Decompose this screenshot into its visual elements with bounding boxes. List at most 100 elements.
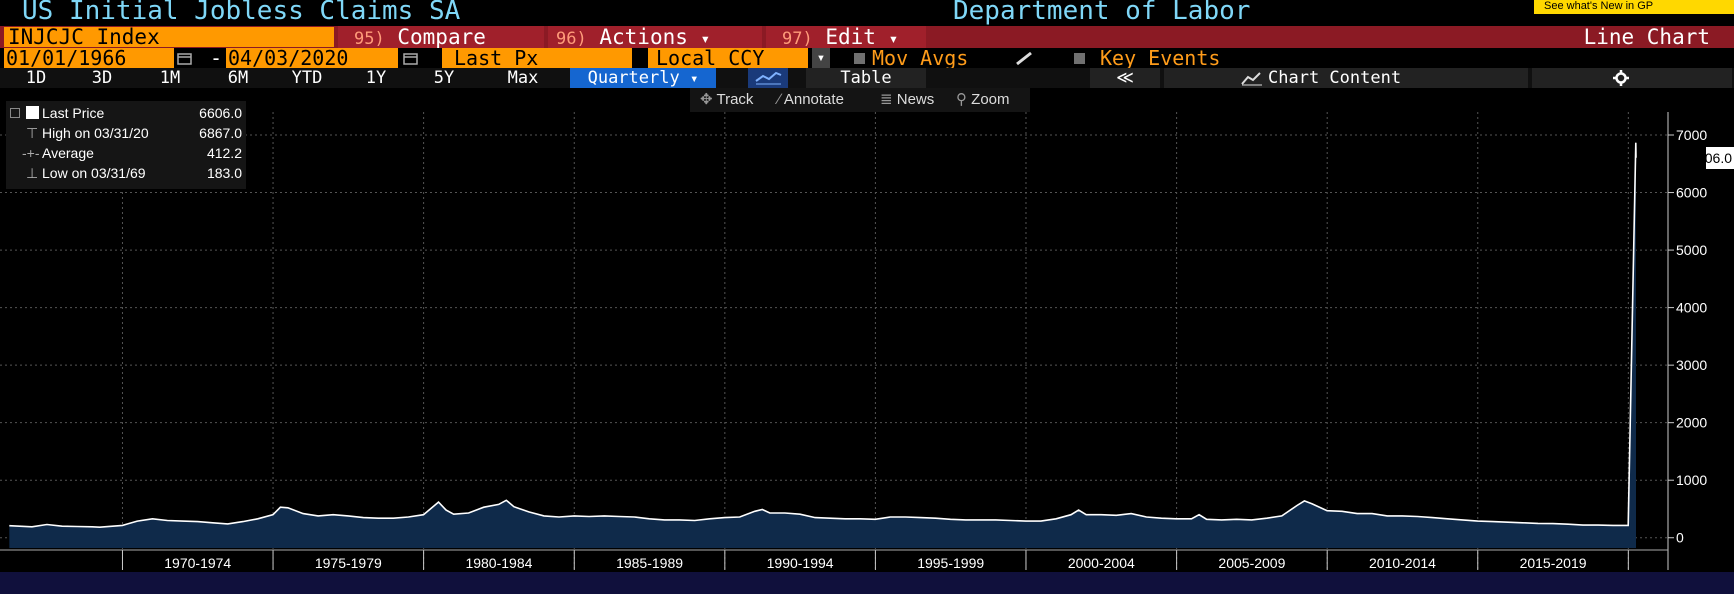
legend-low-label: Low on 03/31/69 bbox=[42, 165, 146, 181]
legend-last-price[interactable]: Last Price 6606.0 bbox=[6, 103, 242, 123]
period-max[interactable]: Max bbox=[507, 68, 539, 88]
security-title: US Initial Jobless Claims SA bbox=[22, 0, 461, 26]
key-events-checkbox[interactable] bbox=[1074, 53, 1085, 64]
gear-icon bbox=[1612, 69, 1630, 87]
x-tick-label: 2010-2014 bbox=[1369, 555, 1436, 571]
start-date-field[interactable]: 01/01/1966 bbox=[4, 48, 174, 68]
period-1m[interactable]: 1M bbox=[159, 68, 181, 88]
legend-high: ⊤ High on 03/31/20 6867.0 bbox=[6, 123, 242, 143]
currency-select[interactable]: Local CCY bbox=[648, 48, 808, 68]
actions-num: 96) bbox=[556, 29, 587, 49]
chart-content-label: Chart Content bbox=[1268, 68, 1402, 88]
x-tick-label: 2015-2019 bbox=[1520, 555, 1587, 571]
average-marker-icon: -+- bbox=[22, 145, 40, 161]
y-tick-label: 3000 bbox=[1676, 357, 1707, 373]
y-tick-label: 2000 bbox=[1676, 415, 1707, 431]
y-tick-label: 0 bbox=[1676, 530, 1684, 546]
chart-content-icon bbox=[1240, 70, 1264, 86]
legend-collapse-icon[interactable] bbox=[10, 108, 20, 118]
period-5y[interactable]: 5Y bbox=[433, 68, 455, 88]
pencil-icon[interactable] bbox=[1014, 50, 1034, 66]
x-tick-label: 1985-1989 bbox=[616, 555, 683, 571]
edit-num: 97) bbox=[782, 29, 813, 49]
news-label: News bbox=[896, 91, 935, 108]
period-bar: 1D 3D 1M 6M YTD 1Y 5Y Max Quarterly ▾ Ta… bbox=[0, 68, 1734, 88]
annotate-icon: ∕ bbox=[778, 91, 781, 108]
settings-bar: 01/01/1966 - 04/03/2020 Last Px Local CC… bbox=[0, 48, 1734, 68]
price-field-select[interactable]: Last Px bbox=[442, 48, 632, 68]
mov-avgs-label[interactable]: Mov Avgs bbox=[872, 46, 969, 70]
last-value-tag: 6606.0 bbox=[1689, 146, 1734, 169]
frequency-label: Quarterly bbox=[587, 68, 680, 88]
actions-chevron-icon: ▾ bbox=[700, 29, 711, 48]
actions-label: Actions bbox=[599, 25, 688, 49]
frequency-select[interactable]: Quarterly ▾ bbox=[570, 68, 716, 88]
line-chart[interactable]: 0 1000 2000 3000 4000 5000 6000 7000 1970-1974 1… bbox=[0, 90, 1734, 572]
y-tick-label: 1000 bbox=[1676, 472, 1707, 488]
edit-label: Edit bbox=[825, 25, 876, 49]
x-tick-label: 1995-1999 bbox=[917, 555, 984, 571]
title-bar: US Initial Jobless Claims SA Department … bbox=[0, 0, 1734, 30]
compare-label: Compare bbox=[397, 25, 486, 49]
compare-button[interactable]: 95) Compare bbox=[338, 25, 544, 49]
annotate-tool[interactable]: ∕ Annotate bbox=[778, 88, 844, 112]
edit-chevron-icon: ▾ bbox=[888, 29, 899, 48]
low-marker-icon: ⊥ bbox=[26, 165, 39, 181]
start-calendar-icon[interactable] bbox=[176, 51, 194, 65]
zoom-label: Zoom bbox=[971, 91, 1010, 108]
legend-high-value: 6867.0 bbox=[199, 125, 242, 141]
legend-last-label: Last Price bbox=[42, 105, 105, 121]
legend-swatch bbox=[26, 106, 39, 119]
x-tick-label: 2005-2009 bbox=[1218, 555, 1285, 571]
end-date-field[interactable]: 04/03/2020 bbox=[226, 48, 398, 68]
news-icon: ≣ bbox=[880, 91, 893, 108]
high-marker-icon: ⊤ bbox=[26, 125, 39, 141]
period-1y[interactable]: 1Y bbox=[365, 68, 387, 88]
currency-dropdown-icon[interactable]: ▾ bbox=[812, 48, 830, 68]
actions-button[interactable]: 96) Actions ▾ bbox=[548, 25, 762, 49]
last-value-text: 6606.0 bbox=[1689, 149, 1732, 166]
line-chart-icon[interactable] bbox=[748, 68, 788, 88]
mov-avgs-checkbox[interactable] bbox=[854, 53, 865, 64]
legend-avg-label: Average bbox=[42, 145, 94, 161]
ticker-field[interactable]: INJCJC Index bbox=[4, 27, 334, 48]
legend-high-label: High on 03/31/20 bbox=[42, 125, 149, 141]
x-tick-label: 1970-1974 bbox=[164, 555, 231, 571]
legend-last-value: 6606.0 bbox=[199, 105, 242, 121]
annotate-label: Annotate bbox=[783, 91, 844, 108]
track-tool[interactable]: ✥ Track bbox=[700, 88, 753, 112]
legend-low-value: 183.0 bbox=[206, 165, 242, 181]
collapse-button[interactable]: ≪ bbox=[1090, 68, 1160, 88]
x-tick-label: 1980-1984 bbox=[465, 555, 532, 571]
claims-area bbox=[9, 142, 1636, 548]
edit-button[interactable]: 97) Edit ▾ bbox=[766, 25, 926, 49]
period-3d[interactable]: 3D bbox=[91, 68, 113, 88]
x-tick-label: 1990-1994 bbox=[767, 555, 834, 571]
period-1d[interactable]: 1D bbox=[25, 68, 47, 88]
track-label: Track bbox=[716, 91, 754, 108]
legend-average: -+- Average 412.2 bbox=[6, 143, 242, 163]
settings-gear-button[interactable] bbox=[1532, 68, 1732, 88]
legend-low: ⊥ Low on 03/31/69 183.0 bbox=[6, 163, 242, 183]
chart-content-button[interactable]: Chart Content bbox=[1164, 68, 1528, 88]
key-events-label[interactable]: Key Events bbox=[1100, 46, 1221, 70]
crosshair-icon: ✥ bbox=[700, 91, 713, 108]
period-6m[interactable]: 6M bbox=[227, 68, 249, 88]
x-tick-label: 1975-1979 bbox=[315, 555, 382, 571]
chart-legend: Last Price 6606.0 ⊤ High on 03/31/20 686… bbox=[6, 101, 246, 189]
compare-num: 95) bbox=[354, 29, 385, 49]
end-calendar-icon[interactable] bbox=[402, 51, 420, 65]
news-tool[interactable]: ≣ News bbox=[880, 88, 934, 112]
chart-type-label[interactable]: Line Chart bbox=[1583, 25, 1710, 49]
whats-new-badge[interactable]: See what's New in GP bbox=[1534, 0, 1734, 14]
date-range-dash: - bbox=[210, 46, 223, 70]
y-tick-label: 6000 bbox=[1676, 185, 1707, 201]
y-tick-label: 7000 bbox=[1676, 127, 1707, 143]
x-tick-label: 2000-2004 bbox=[1068, 555, 1135, 571]
legend-avg-value: 412.2 bbox=[206, 145, 242, 161]
table-view-button[interactable]: Table bbox=[806, 68, 926, 88]
period-ytd[interactable]: YTD bbox=[291, 68, 323, 88]
data-source: Department of Labor bbox=[953, 0, 1251, 26]
zoom-tool[interactable]: ⚲ Zoom bbox=[956, 88, 1010, 112]
command-bar: INJCJC Index 95) Compare 96) Actions ▾ 9… bbox=[0, 25, 1734, 49]
